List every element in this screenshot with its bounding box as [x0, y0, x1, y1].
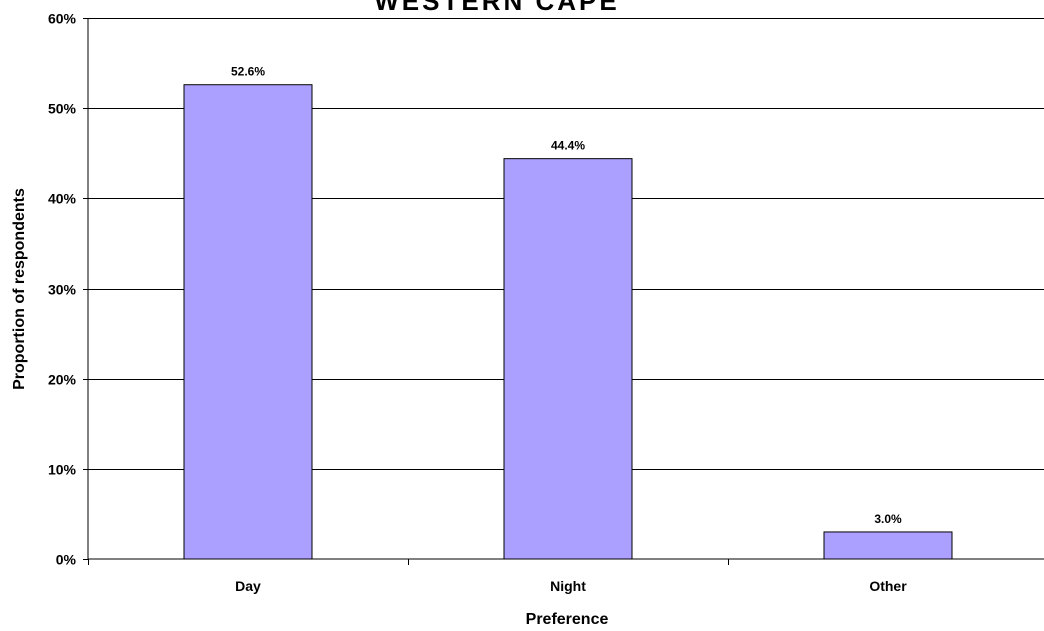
- y-tick-label: 20%: [48, 372, 77, 388]
- bar-day: [183, 84, 313, 560]
- data-label: 52.6%: [231, 65, 265, 79]
- bars: [183, 84, 953, 560]
- watermark-text: WESTERN CAPE: [374, 0, 619, 16]
- x-tick-label: Night: [550, 578, 586, 594]
- tick-labels: 0% 10% 20% 30% 40% 50% 60% 52.6% Day 44.4% Night 3.…: [48, 11, 907, 595]
- bar-night: [503, 158, 633, 560]
- y-tick-label: 50%: [48, 101, 77, 117]
- x-tick-label: Other: [869, 578, 907, 594]
- y-axis-title: Proportion of respondents: [11, 188, 28, 390]
- data-label: 3.0%: [874, 512, 902, 526]
- y-tick-label: 40%: [48, 191, 77, 207]
- data-label: 44.4%: [551, 139, 585, 153]
- x-axis-title: Preference: [526, 611, 609, 628]
- y-tick-label: 60%: [48, 11, 77, 27]
- y-tick-label: 0%: [56, 552, 77, 568]
- bar-other: [823, 531, 953, 560]
- x-tick-label: Day: [235, 578, 261, 594]
- y-tick-label: 10%: [48, 462, 77, 478]
- y-tick-label: 30%: [48, 282, 77, 298]
- ticks: [83, 18, 729, 565]
